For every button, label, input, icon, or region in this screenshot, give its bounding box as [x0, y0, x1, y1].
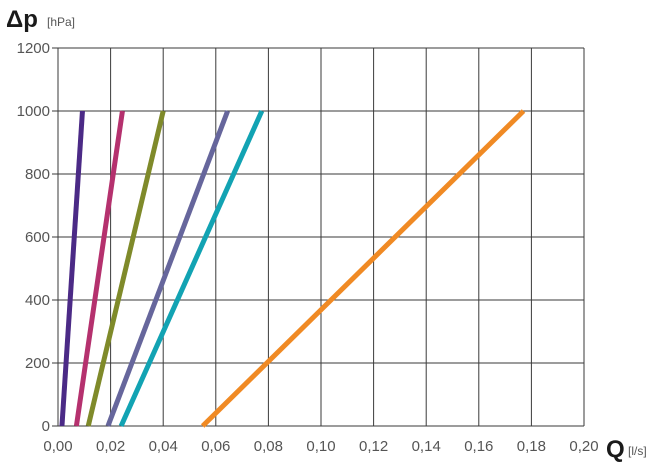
series-line-5	[118, 109, 265, 428]
y-tick-label: 1200	[17, 40, 50, 57]
y-tick-label: 0	[42, 418, 50, 435]
y-tick-labels: 0 200 400 600 800 1000 1200	[17, 40, 50, 435]
x-axis-symbol: Q	[606, 436, 625, 463]
grid	[52, 47, 585, 427]
series-line-1	[59, 110, 85, 427]
x-tick-label: 0,00	[43, 438, 72, 455]
series-lines	[59, 109, 526, 428]
y-axis-unit: [hPa]	[47, 15, 75, 29]
x-tick-labels: 0,00 0,02 0,04 0,06 0,08 0,10 0,12 0,14 0,16 0,18…	[43, 438, 598, 455]
x-tick-label: 0,16	[464, 438, 493, 455]
x-axis-unit: [l/s]	[628, 444, 647, 458]
y-tick-label: 600	[25, 229, 50, 246]
series-line-6	[200, 109, 526, 428]
x-tick-label: 0,08	[254, 438, 283, 455]
y-tick-label: 1000	[17, 103, 50, 120]
x-tick-label: 0,02	[96, 438, 125, 455]
x-tick-label: 0,18	[517, 438, 546, 455]
x-tick-label: 0,14	[412, 438, 441, 455]
x-tick-label: 0,04	[149, 438, 178, 455]
x-tick-label: 0,20	[569, 438, 598, 455]
series-line-2	[73, 110, 125, 427]
y-tick-label: 800	[25, 166, 50, 183]
series-line-3	[85, 110, 166, 427]
y-tick-label: 400	[25, 292, 50, 309]
x-tick-label: 0,10	[306, 438, 335, 455]
y-axis-symbol: Δp	[6, 6, 38, 33]
x-tick-label: 0,12	[359, 438, 388, 455]
y-tick-label: 200	[25, 355, 50, 372]
series-line-4	[105, 110, 230, 427]
x-tick-label: 0,06	[201, 438, 230, 455]
